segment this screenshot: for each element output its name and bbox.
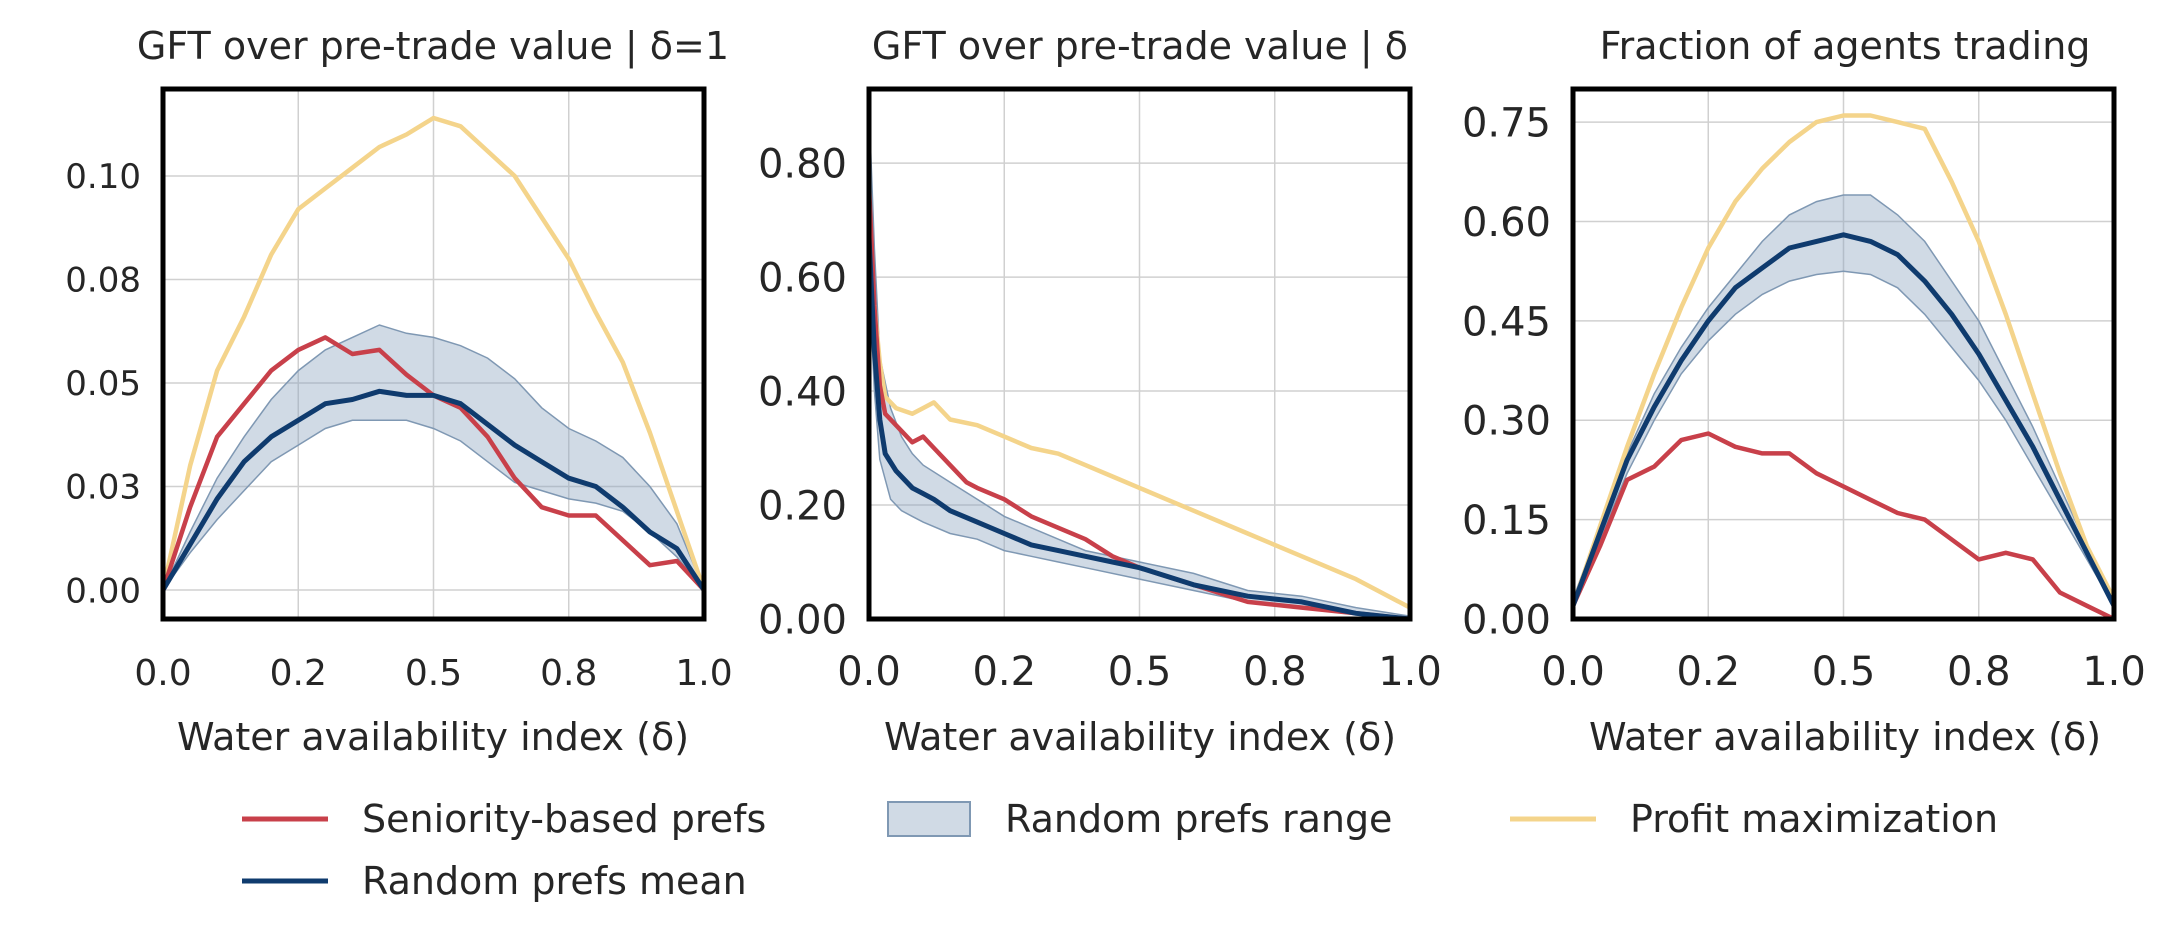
panel-3-seniority-line [1570,431,2117,622]
legend-label-profit: Profit maximization [1630,797,1998,841]
panel-3-gridlines [1572,89,2115,620]
panel-2-seniority-line [866,183,1413,622]
legend-label-random-mean: Random prefs mean [362,859,747,903]
panel-3-y-tick-label: 0.60 [1462,200,1551,246]
legend-item-profit: Profit maximization [1510,797,1998,841]
panel-2: GFT over pre-trade value | δ 0.00 0.20 0.4… [758,24,1442,759]
panel-1-y-tick-label: 0.05 [65,364,141,404]
panel-3-x-tick-label: 0.0 [1541,649,1605,695]
panel-1-xlabel: Water availability index (δ) [177,715,689,759]
panel-2-profit-line [866,246,1413,610]
panel-1-random-mean-line [160,388,707,593]
panel-1-profit-line [160,115,707,593]
legend: Seniority-based prefs Random prefs range… [242,797,1998,903]
panel-1-y-tick-label: 0.00 [65,571,141,611]
panel-2-y-tick-labels: 0.00 0.20 0.40 0.60 0.80 [758,141,847,643]
panel-1-y-tick-label: 0.08 [65,261,141,301]
panel-3: Fraction of agents trading 0.000.150.300… [1462,24,2146,759]
panel-2-x-tick-label: 0.8 [1243,649,1307,695]
panel-3-y-tick-label: 0.30 [1462,399,1551,445]
panel-3-x-tick-labels: 0.0 0.2 0.5 0.8 1.0 [1541,649,2146,695]
panel-1-x-tick-label: 1.0 [675,653,732,694]
panel-3-frame [1570,86,2117,622]
panel-3-line-layer [1570,113,2117,622]
panel-3-y-tick-labels: 0.00 0.15 0.30 0.45 0.60 0.75 [1462,101,1551,644]
panel-2-x-tick-label: 0.0 [837,649,901,695]
panel-2-frame [866,86,1413,622]
panel-3-x-tick-label: 1.0 [2082,649,2146,695]
panel-1-title: GFT over pre-trade value | δ=1 [137,24,729,69]
panel-2-gridlines [868,89,1411,620]
legend-item-random-mean: Random prefs mean [242,859,747,903]
panel-3-xlabel: Water availability index (δ) [1589,715,2101,759]
panel-2-y-tick-label: 0.40 [758,369,847,415]
panel-1-x-tick-label: 0.2 [270,653,327,694]
panel-1-x-tick-labels: 0.0 0.2 0.5 0.8 1.0 [134,653,732,694]
panel-2-x-tick-labels: 0.0 0.2 0.5 0.8 1.0 [837,649,1442,695]
panel-3-y-tick-label: 0.00 [1462,597,1551,643]
panel-3-y-tick-label: 0.45 [1462,299,1551,345]
panel-3-x-tick-label: 0.8 [1947,649,2011,695]
legend-item-random-range: Random prefs range [887,797,1392,841]
panel-1-x-tick-label: 0.8 [540,653,597,694]
panel-1-line-layer [160,115,707,593]
panel-2-random-mean-line [866,234,1413,622]
panel-2-y-tick-label: 0.80 [758,141,847,187]
panel-2-title: GFT over pre-trade value | δ [872,24,1408,69]
panel-3-x-tick-label: 0.5 [1812,649,1876,695]
panel-2-x-tick-label: 1.0 [1378,649,1442,695]
panel-2-xlabel: Water availability index (δ) [884,715,1396,759]
panel-1-y-tick-label: 0.03 [65,468,141,508]
legend-item-seniority: Seniority-based prefs [242,797,766,841]
panel-2-y-tick-label: 0.20 [758,483,847,529]
panel-3-random-mean-line [1570,232,2117,609]
panel-1-frame [160,86,707,622]
panel-2-x-tick-label: 0.2 [972,649,1036,695]
panel-3-x-tick-label: 0.2 [1676,649,1740,695]
panel-2-x-tick-label: 0.5 [1108,649,1172,695]
panel-1-y-tick-labels: 0.00 0.03 0.05 0.08 0.10 [65,157,141,611]
panel-3-title: Fraction of agents trading [1600,24,2091,68]
legend-label-seniority: Seniority-based prefs [362,797,766,841]
panel-3-profit-line [1570,113,2117,609]
panel-2-y-tick-label: 0.00 [758,597,847,643]
panel-2-y-tick-label: 0.60 [758,255,847,301]
legend-label-random-range: Random prefs range [1005,797,1392,841]
panel-1-x-tick-label: 0.5 [405,653,462,694]
panel-2-line-layer [866,183,1413,622]
legend-swatch-random-range [887,801,971,837]
panel-1-y-tick-label: 0.10 [65,157,141,197]
panel-3-y-tick-label: 0.15 [1462,498,1551,544]
panel-1-x-tick-label: 0.0 [134,653,191,694]
panel-1: GFT over pre-trade value | δ=1 0.000.030… [65,24,732,759]
panel-3-y-tick-label: 0.75 [1462,101,1551,147]
